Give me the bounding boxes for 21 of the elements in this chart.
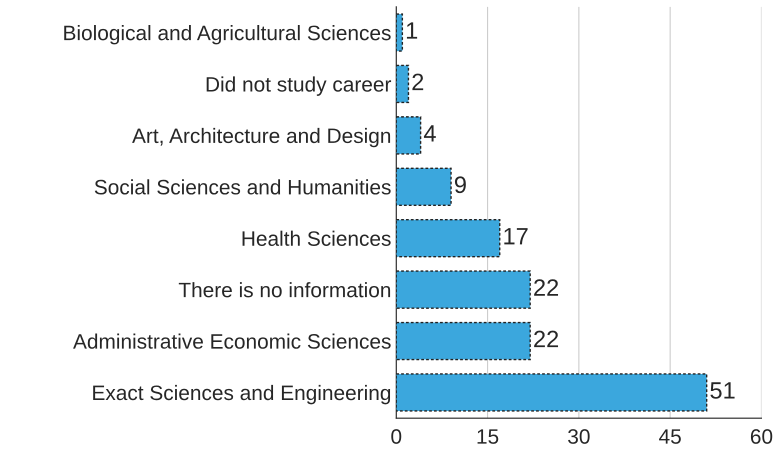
data-label: 51	[710, 382, 735, 399]
x-tick-label: 60	[750, 429, 772, 444]
y-tick-label: There is no information	[178, 282, 390, 298]
x-tick-label: 45	[659, 429, 681, 444]
x-tick-label: 30	[568, 429, 590, 444]
y-tick-label: Did not study career	[206, 76, 392, 96]
y-tick-label: Art, Architecture and Design	[132, 128, 390, 148]
data-label: 17	[504, 228, 528, 244]
data-label: 1	[406, 22, 418, 39]
y-tick-label: Biological and Agricultural Sciences	[64, 25, 391, 44]
y-tick-label: Exact Sciences and Engineering	[93, 384, 390, 404]
x-tick-label: 15	[478, 429, 498, 444]
data-label: 22	[534, 279, 558, 296]
data-label: 9	[454, 176, 466, 194]
y-tick-label: Health Sciences	[242, 230, 391, 246]
y-tick-label: Administrative Economic Sciences	[73, 333, 391, 349]
x-tick-label: 0	[391, 429, 402, 444]
data-label: 4	[424, 125, 436, 142]
data-label: 22	[534, 330, 558, 348]
y-tick-label: Social Sciences and Humanities	[94, 179, 391, 195]
data-label: 2	[412, 74, 424, 90]
